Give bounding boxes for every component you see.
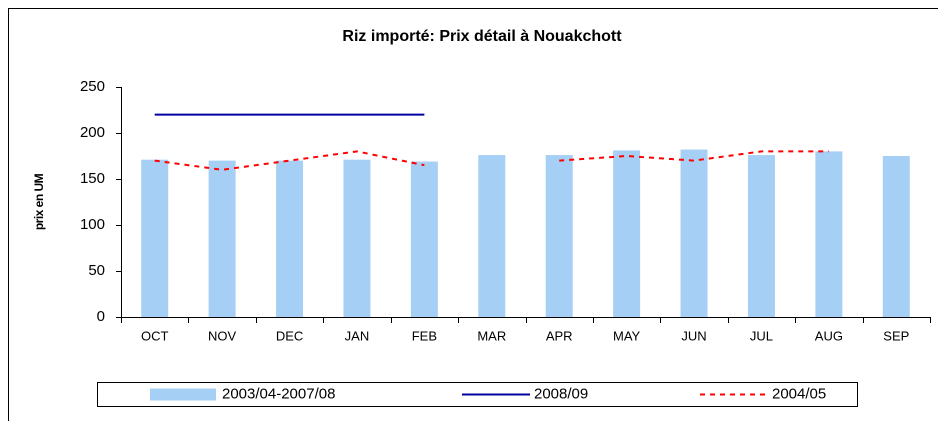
y-tick-label: 0 [97, 308, 105, 325]
x-tick-label: OCT [141, 328, 169, 343]
bar [747, 155, 775, 317]
legend-label: 2003/04-2007/08 [222, 385, 335, 402]
bar [545, 155, 573, 317]
x-tick-label: NOV [208, 328, 237, 343]
legend-swatch [150, 388, 216, 401]
x-tick-label: APR [546, 328, 573, 343]
bar [680, 149, 708, 317]
chart-title: Riz importé: Prix détail à Nouakchott [342, 28, 622, 45]
x-tick-label: DEC [276, 328, 303, 343]
y-axis-label: prix en UM [32, 173, 46, 230]
bar [410, 161, 438, 317]
legend-label: 2004/05 [772, 385, 826, 402]
bar [141, 159, 169, 317]
x-tick-label: FEB [412, 328, 437, 343]
bar [815, 151, 843, 317]
x-tick-label: JAN [345, 328, 370, 343]
bar [882, 156, 910, 317]
y-tick-label: 50 [88, 262, 105, 279]
bar [343, 159, 371, 317]
x-tick-label: SEP [883, 328, 909, 343]
x-tick-label: MAR [477, 328, 506, 343]
y-tick-label: 100 [80, 216, 105, 233]
legend-box [97, 382, 858, 407]
legend-label: 2008/09 [534, 385, 588, 402]
bar [208, 160, 236, 317]
x-tick-label: JUN [681, 328, 706, 343]
x-tick-label: JUL [750, 328, 773, 343]
y-tick-label: 250 [80, 78, 105, 95]
y-tick-label: 150 [80, 170, 105, 187]
x-tick-label: MAY [613, 328, 641, 343]
x-tick-label: AUG [815, 328, 843, 343]
bar [276, 160, 304, 317]
bar [613, 150, 641, 317]
bar [478, 155, 506, 317]
y-tick-label: 200 [80, 124, 105, 141]
